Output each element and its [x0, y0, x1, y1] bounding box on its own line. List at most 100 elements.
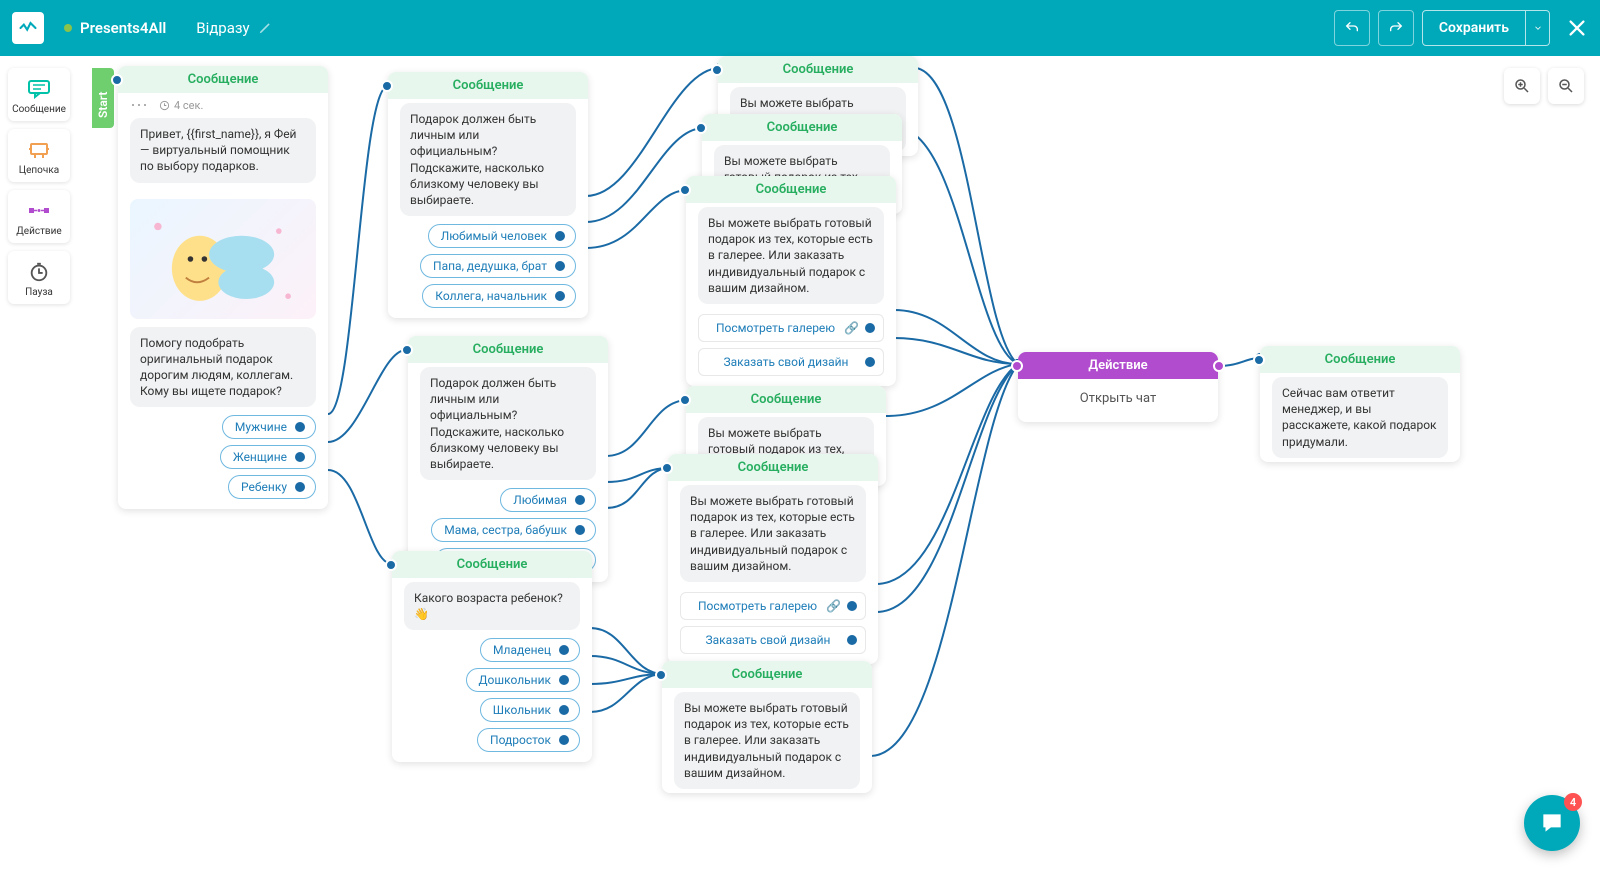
message-node[interactable]: СообщениеПодарок должен быть личным или …	[388, 72, 588, 318]
action-node[interactable]: ДействиеОткрыть чат	[1018, 352, 1218, 422]
chat-fab[interactable]: 4	[1524, 795, 1580, 851]
in-port[interactable]	[679, 184, 691, 196]
flow-canvas[interactable]: Start Сообщение⋯4 сек.Привет, {{first_na…	[0, 56, 1600, 871]
in-port[interactable]	[385, 559, 397, 571]
out-port[interactable]	[559, 705, 569, 715]
node-title: Сообщение	[408, 336, 608, 363]
tool-action[interactable]: Действие	[8, 190, 70, 243]
in-port[interactable]	[1253, 354, 1265, 366]
save-caret-button[interactable]	[1526, 10, 1550, 46]
message-node[interactable]: Сообщение⋯4 сек.Привет, {{first_name}}, …	[118, 66, 328, 509]
brand-name[interactable]: Presents4All	[80, 19, 166, 37]
flow-name[interactable]: Відразу	[196, 19, 271, 37]
in-port[interactable]	[695, 122, 707, 134]
zoom-in-button[interactable]	[1504, 68, 1540, 104]
link-button[interactable]: Заказать свой дизайн	[698, 348, 884, 376]
reply-chip[interactable]: Дошкольник	[466, 668, 580, 692]
node-title: Действие	[1018, 352, 1218, 379]
workspace: Сообщение Цепочка Действие Пауза Start С…	[0, 56, 1600, 871]
link-label: Заказать свой дизайн	[707, 355, 865, 369]
in-port[interactable]	[711, 64, 723, 76]
tool-chain[interactable]: Цепочка	[8, 129, 70, 182]
out-port[interactable]	[865, 357, 875, 367]
out-port[interactable]	[559, 675, 569, 685]
message-text: Подарок должен быть личным или официальн…	[420, 367, 596, 480]
reply-chip[interactable]: Школьник	[480, 698, 580, 722]
chip-label: Младенец	[493, 643, 551, 657]
out-port[interactable]	[847, 635, 857, 645]
tool-pause[interactable]: Пауза	[8, 251, 70, 304]
in-port[interactable]	[401, 344, 413, 356]
out-port[interactable]	[555, 261, 565, 271]
logo-icon[interactable]	[12, 12, 44, 44]
tool-label: Сообщение	[12, 104, 66, 115]
in-port[interactable]	[661, 462, 673, 474]
out-port[interactable]	[865, 323, 875, 333]
message-node[interactable]: СообщениеВы можете выбрать готовый подар…	[686, 176, 896, 386]
link-icon: 🔗	[844, 321, 859, 335]
in-port[interactable]	[1011, 360, 1023, 372]
in-port[interactable]	[381, 80, 393, 92]
reply-chip[interactable]: Коллега, начальник	[422, 284, 576, 308]
chip-label: Ребенку	[241, 480, 287, 494]
out-port[interactable]	[847, 601, 857, 611]
node-title: Сообщение	[702, 114, 902, 141]
node-title: Сообщение	[392, 551, 592, 578]
reply-chip[interactable]: Мужчине	[222, 415, 316, 439]
out-port[interactable]	[575, 525, 585, 535]
message-node[interactable]: СообщениеКакого возраста ребенок?👋Младен…	[392, 551, 592, 762]
reply-chip[interactable]: Женщине	[220, 445, 316, 469]
close-icon[interactable]	[1566, 17, 1588, 39]
message-text: Помогу подобрать оригинальный подарок до…	[130, 327, 316, 408]
reply-chip[interactable]: Любимый человек	[428, 224, 576, 248]
out-port[interactable]	[295, 422, 305, 432]
in-port[interactable]	[679, 394, 691, 406]
out-port[interactable]	[295, 452, 305, 462]
reply-chip[interactable]: Папа, дедушка, брат	[420, 254, 576, 278]
out-port[interactable]	[559, 735, 569, 745]
chip-label: Любимый человек	[441, 229, 547, 243]
redo-button[interactable]	[1378, 10, 1414, 46]
reply-chip[interactable]: Ребенку	[228, 475, 316, 499]
in-port[interactable]	[655, 669, 667, 681]
message-node[interactable]: СообщениеВы можете выбрать готовый подар…	[668, 454, 878, 664]
tool-label: Цепочка	[19, 165, 59, 176]
reply-chip[interactable]: Младенец	[480, 638, 580, 662]
tool-sidebar: Сообщение Цепочка Действие Пауза	[0, 68, 78, 304]
out-port[interactable]	[555, 231, 565, 241]
top-actions: Сохранить	[1334, 10, 1588, 46]
link-button[interactable]: Посмотреть галерею🔗	[698, 314, 884, 342]
message-node[interactable]: СообщениеСейчас вам ответит менеджер, и …	[1260, 346, 1460, 462]
edit-icon[interactable]	[258, 21, 272, 35]
action-text: Открыть чат	[1018, 379, 1218, 422]
reply-chip[interactable]: Подросток	[477, 728, 580, 752]
undo-button[interactable]	[1334, 10, 1370, 46]
link-button[interactable]: Посмотреть галерею🔗	[680, 592, 866, 620]
message-node[interactable]: Сообщение Подарок должен быть личным или …	[408, 336, 608, 582]
out-port[interactable]	[575, 495, 585, 505]
link-icon: 🔗	[826, 599, 841, 613]
message-node[interactable]: СообщениеВы можете выбрать готовый подар…	[662, 661, 872, 793]
message-text: Вы можете выбрать готовый подарок из тех…	[674, 692, 860, 789]
out-port[interactable]	[1213, 360, 1225, 372]
reply-chip[interactable]: Мама, сестра, бабушк	[431, 518, 596, 542]
out-port[interactable]	[295, 482, 305, 492]
chip-label: Мужчине	[235, 420, 287, 434]
in-port[interactable]	[111, 74, 123, 86]
out-port[interactable]	[555, 291, 565, 301]
flow-name-text: Відразу	[196, 19, 249, 37]
node-meta: ⋯4 сек.	[118, 93, 328, 114]
link-label: Посмотреть галерею	[707, 321, 844, 335]
link-button[interactable]: Заказать свой дизайн	[680, 626, 866, 654]
action-icon	[26, 200, 52, 222]
zoom-out-button[interactable]	[1548, 68, 1584, 104]
out-port[interactable]	[559, 645, 569, 655]
tool-message[interactable]: Сообщение	[8, 68, 70, 121]
node-title: Сообщение	[686, 176, 896, 203]
link-label: Посмотреть галерею	[689, 599, 826, 613]
save-button[interactable]: Сохранить	[1422, 10, 1526, 46]
node-title: Сообщение	[686, 386, 886, 413]
message-icon	[26, 78, 52, 100]
chat-badge: 4	[1564, 793, 1582, 811]
reply-chip[interactable]: Любимая	[500, 488, 596, 512]
